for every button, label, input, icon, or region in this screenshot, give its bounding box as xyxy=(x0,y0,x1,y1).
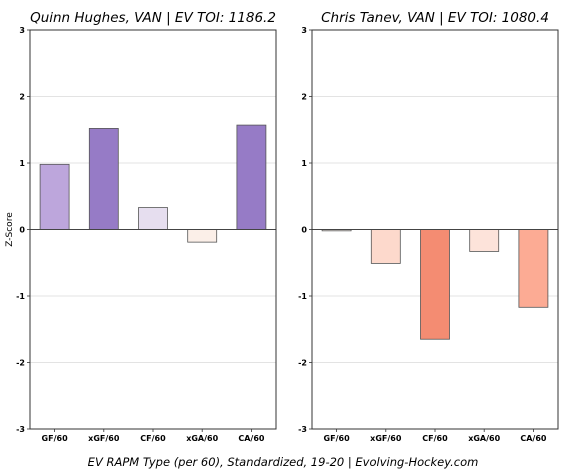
x-tick-label: xGF/60 xyxy=(370,434,402,443)
bar-gf-per-60 xyxy=(39,163,70,230)
y-tick-label: 3 xyxy=(301,26,307,35)
panel-title: Chris Tanev, VAN | EV TOI: 1080.4 xyxy=(321,10,549,26)
y-tick-label: -1 xyxy=(298,292,307,301)
chart-panel-2: -3 -2 -1 0 1 2 3 GF/60 xGF/60 CF/60 xGA/60 CA/60 Chr… xyxy=(298,10,559,443)
x-tick-label: GF/60 xyxy=(42,434,69,443)
y-tick-label: 1 xyxy=(301,159,307,168)
x-tick-label: CA/60 xyxy=(238,434,265,443)
bar-cf-per-60 xyxy=(138,207,168,230)
chart-footer: EV RAPM Type (per 60), Standardized, 19-… xyxy=(88,455,479,469)
y-tick-label: 2 xyxy=(19,93,25,102)
bar-xga-per-60 xyxy=(187,229,218,243)
chart-panels: -3 -2 -1 0 1 2 3 GF/60 xGF/60 CF/60 xGA/60 CA/60 Qui… xyxy=(5,10,559,443)
bar-ca-per-60 xyxy=(518,229,549,308)
y-tick-label: -3 xyxy=(16,425,25,434)
y-tick-label: 1 xyxy=(19,159,25,168)
bar-xga-per-60 xyxy=(469,229,500,252)
bar-xgf-per-60 xyxy=(370,229,401,264)
x-tick-label: CA/60 xyxy=(520,434,547,443)
panel-title: Quinn Hughes, VAN | EV TOI: 1186.2 xyxy=(30,10,276,26)
plot-frame xyxy=(311,29,559,430)
x-tick-label: xGA/60 xyxy=(186,434,218,443)
x-tick-label: xGF/60 xyxy=(88,434,120,443)
bar-cf-per-60 xyxy=(420,229,450,340)
x-tick-label: CF/60 xyxy=(140,434,166,443)
y-tick-label: -2 xyxy=(298,359,307,368)
y-axis-label: Z-Score xyxy=(5,212,15,247)
x-tick-label: xGA/60 xyxy=(468,434,500,443)
y-tick-label: -3 xyxy=(298,425,307,434)
x-tick-label: CF/60 xyxy=(422,434,448,443)
y-tick-label: -2 xyxy=(16,359,25,368)
bar-ca-per-60 xyxy=(236,124,267,230)
plot-frame xyxy=(29,29,277,430)
x-tick-label: GF/60 xyxy=(324,434,351,443)
chart-panel-1: -3 -2 -1 0 1 2 3 GF/60 xGF/60 CF/60 xGA/60 CA/60 Qui… xyxy=(5,10,277,443)
y-tick-label: 2 xyxy=(301,93,307,102)
y-tick-label: -1 xyxy=(16,292,25,301)
bar-xgf-per-60 xyxy=(88,128,119,230)
y-tick-label: 0 xyxy=(19,226,25,235)
y-tick-label: 0 xyxy=(301,226,307,235)
y-tick-label: 3 xyxy=(19,26,25,35)
